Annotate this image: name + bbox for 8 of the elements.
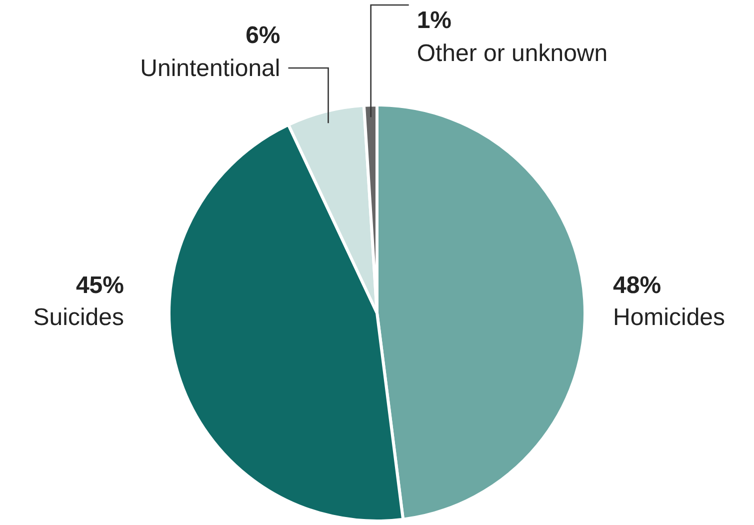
slice-label: Unintentional <box>140 55 280 82</box>
slice-label: Other or unknown <box>416 40 608 67</box>
data-label: 1% <box>416 7 452 34</box>
slice-label: Homicides <box>613 304 726 331</box>
data-label: 45% <box>76 272 124 299</box>
data-label: 48% <box>613 272 662 299</box>
data-label: 6% <box>246 22 280 49</box>
slice-label: Suicides <box>33 304 124 331</box>
